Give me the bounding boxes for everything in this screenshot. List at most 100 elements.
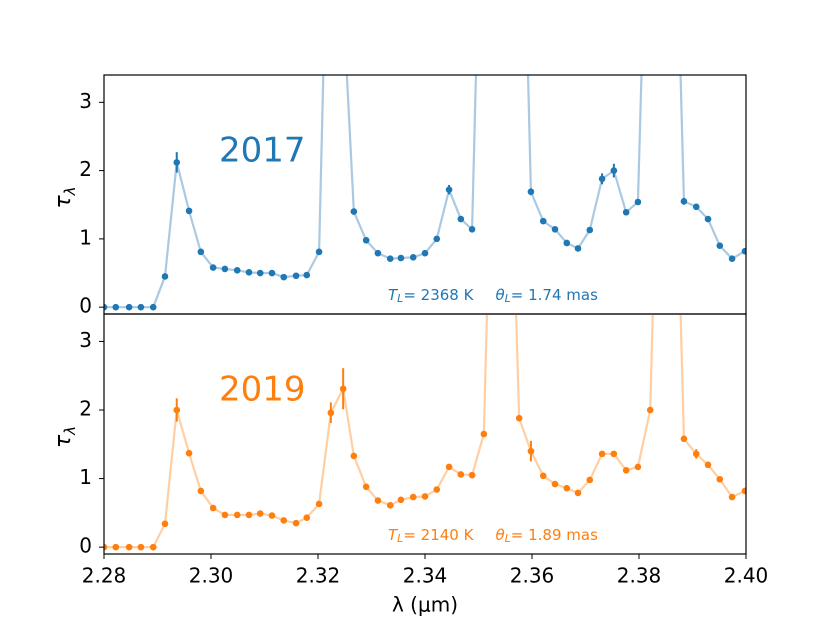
y-axis-label: τλ: [51, 426, 79, 448]
plot-area: [104, 75, 746, 311]
plot-area: [104, 0, 746, 551]
data-point: [741, 247, 746, 255]
data-point: [397, 254, 405, 262]
data-point: [280, 517, 288, 524]
y-tick-label: 3: [79, 89, 92, 113]
y-tick-label: 1: [79, 225, 92, 249]
data-point: [622, 467, 630, 474]
annotation-text: = 1.74 mas: [511, 286, 598, 304]
data-point: [504, 0, 511, 2]
data-point: [634, 198, 642, 206]
data-point: [303, 271, 311, 279]
data-point: [539, 472, 547, 480]
y-label-subscript: λ: [61, 186, 79, 196]
data-point: [327, 409, 335, 417]
data-point: [339, 385, 347, 393]
data-point: [409, 493, 417, 501]
x-tick-label: 2.28: [82, 564, 127, 588]
data-point: [221, 265, 229, 273]
data-point: [350, 208, 358, 215]
data-point: [574, 245, 582, 252]
data-point: [421, 493, 429, 500]
annotation-symbol: θ: [495, 526, 504, 544]
data-point: [256, 510, 264, 517]
annotation-subscript: L: [397, 532, 403, 545]
data-point: [221, 511, 229, 519]
data-point: [563, 239, 571, 247]
data-point: [104, 303, 108, 311]
y-tick-label: 1: [79, 465, 92, 489]
data-point: [137, 543, 145, 551]
data-point: [598, 175, 606, 183]
data-point: [112, 303, 120, 311]
data-point: [433, 486, 441, 493]
data-point: [539, 217, 547, 225]
data-point: [268, 269, 276, 277]
data-point: [292, 272, 300, 280]
data-point: [374, 497, 382, 504]
annotation-subscript: L: [505, 532, 511, 545]
data-point: [574, 489, 582, 497]
data-point: [492, 0, 499, 2]
data-point: [112, 543, 120, 551]
annotation-subscript: L: [397, 292, 403, 305]
data-point: [421, 249, 429, 257]
data-point: [527, 188, 535, 196]
data-point: [350, 452, 358, 460]
data-point: [233, 266, 241, 274]
data-point: [161, 273, 169, 280]
annotation-text: = 2368 K: [403, 286, 474, 304]
data-point: [362, 236, 370, 244]
data-point: [233, 511, 241, 519]
panel-label: 2017: [219, 131, 306, 171]
annotation-text: = 1.89 mas: [511, 526, 598, 544]
series-line: [104, 314, 746, 549]
data-point: [563, 484, 571, 492]
data-point: [125, 303, 133, 311]
data-point: [586, 226, 594, 234]
data-point: [161, 520, 169, 528]
data-point: [125, 543, 133, 551]
y-tick-label: 0: [79, 534, 92, 558]
data-point: [173, 406, 181, 414]
data-point: [634, 463, 642, 471]
y-tick-label: 0: [79, 294, 92, 318]
data-point: [292, 519, 300, 527]
data-point: [185, 449, 193, 457]
data-point: [137, 303, 145, 311]
x-tick-label: 2.38: [617, 564, 662, 588]
data-point: [728, 255, 736, 262]
data-point: [197, 248, 205, 256]
data-point: [716, 242, 724, 250]
data-point: [386, 255, 394, 262]
data-point: [669, 0, 676, 2]
axes-frame: [103, 313, 747, 555]
data-point: [374, 249, 382, 257]
series-line: [104, 75, 746, 309]
y-axis-label: τλ: [51, 186, 79, 208]
data-point: [149, 543, 157, 551]
data-point: [280, 273, 288, 281]
data-point: [728, 493, 736, 501]
panel-label: 2019: [219, 370, 306, 410]
data-point: [315, 248, 323, 256]
y-tick-label: 2: [79, 397, 92, 421]
x-tick-label: 2.40: [724, 564, 769, 588]
data-point: [741, 487, 746, 495]
annotation-symbol: θ: [495, 286, 504, 304]
y-label-subscript: λ: [61, 426, 79, 436]
y-tick-label: 2: [79, 157, 92, 181]
data-point: [362, 483, 370, 491]
data-point: [245, 269, 253, 276]
x-axis-label: λ (μm): [392, 593, 458, 617]
data-point: [185, 207, 193, 215]
data-point: [303, 514, 311, 521]
data-point: [646, 406, 654, 414]
data-point: [704, 461, 712, 469]
data-point: [480, 430, 488, 438]
data-point: [245, 511, 253, 519]
annotation-text: = 2140 K: [403, 526, 474, 544]
annotation-symbol: T: [388, 526, 399, 544]
